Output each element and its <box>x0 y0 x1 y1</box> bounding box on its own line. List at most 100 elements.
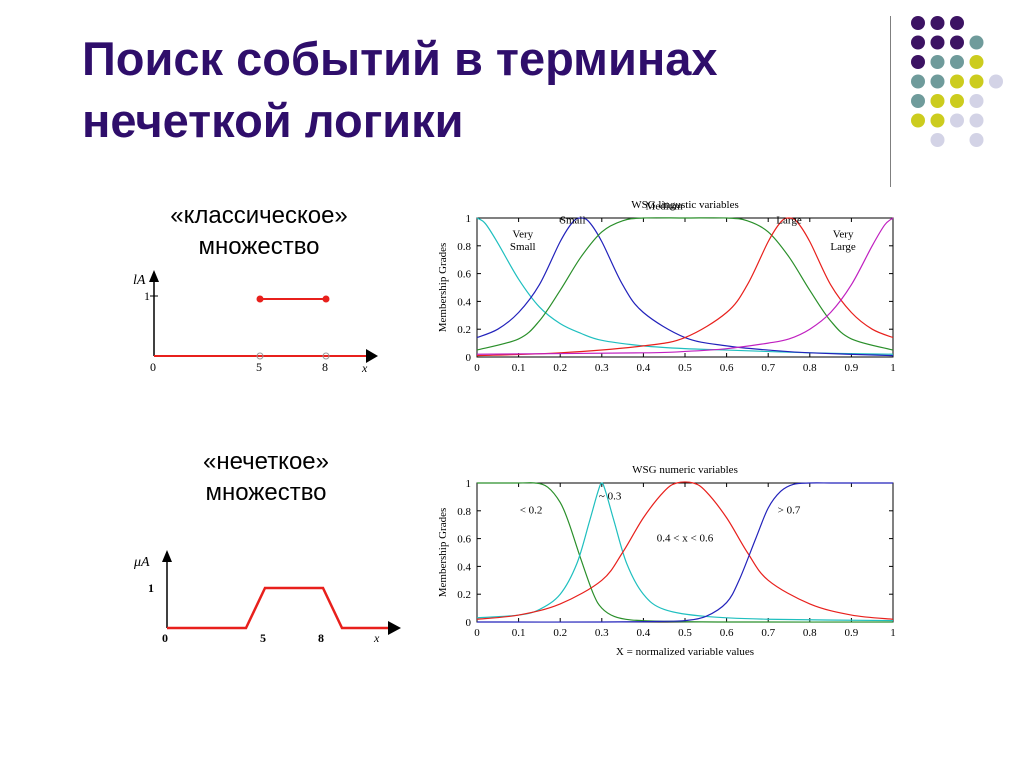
x-tick-label: 0.3 <box>595 627 609 639</box>
x-tick-label: 0.6 <box>720 362 734 374</box>
crisp-set-caption: «классическое» множество <box>139 200 379 262</box>
y-tick-label: 0.2 <box>457 589 471 601</box>
title-line-1: Поиск событий в терминах <box>82 32 718 85</box>
fuzzy-x-axis-label: x <box>373 631 380 645</box>
chart-annotation: Large <box>776 215 802 227</box>
y-axis-label: Membership Grades <box>437 243 449 333</box>
chart-annotation: Large <box>830 241 856 253</box>
decor-dot <box>950 16 964 30</box>
series-line-1 <box>476 482 894 622</box>
crisp-caption-line-2: множество <box>198 233 320 260</box>
x-tick-label: 1 <box>890 362 896 374</box>
x-tick-label: 0.1 <box>512 627 526 639</box>
decor-dot <box>911 94 925 108</box>
chart-annotation: Medium <box>646 201 684 213</box>
decor-dot <box>930 113 945 128</box>
y-tick-label: 0.6 <box>457 534 471 546</box>
decor-dot <box>930 35 945 50</box>
fuzzy-y-tick-1: 1 <box>148 581 154 595</box>
series-line-4 <box>476 217 894 355</box>
decor-dot <box>911 113 925 128</box>
chart-title: WSG numeric variables <box>632 464 738 476</box>
decorative-dot-grid <box>911 16 1003 147</box>
decor-dot <box>911 55 925 69</box>
crisp-x-tick-5: 5 <box>256 360 262 374</box>
crisp-caption-line-1: «классическое» <box>170 202 348 229</box>
y-tick-label: 1 <box>466 478 472 490</box>
crisp-y-arrow <box>149 270 159 282</box>
decor-dot <box>969 133 984 147</box>
series-line-3 <box>476 217 894 357</box>
chart-frame <box>476 482 894 623</box>
crisp-x-axis-label: x <box>361 361 368 375</box>
y-tick-label: 0.4 <box>457 296 471 308</box>
crisp-point-8 <box>322 295 330 303</box>
decor-dot <box>950 35 964 50</box>
decor-dot <box>930 133 945 147</box>
x-tick-label: 0.4 <box>637 627 651 639</box>
fuzzy-trapezoid <box>167 586 390 630</box>
y-tick-label: 0.2 <box>457 324 471 336</box>
x-tick-label: 0.6 <box>720 627 734 639</box>
x-tick-label: 0.5 <box>678 362 692 374</box>
chart-annotation: Very <box>512 228 533 240</box>
y-tick-label: 0.8 <box>457 506 471 518</box>
chart-annotation: < 0.2 <box>520 505 543 517</box>
decor-dot <box>930 74 945 89</box>
decor-dot <box>911 16 925 30</box>
x-tick-label: 0.9 <box>845 627 859 639</box>
fuzzy-x-tick-5: 5 <box>260 631 266 645</box>
fuzzy-x-tick-0: 0 <box>162 631 168 645</box>
title-divider <box>890 16 891 187</box>
fuzzy-set-caption: «нечеткое» множество <box>146 446 386 508</box>
crisp-x-tick-8: 8 <box>322 360 328 374</box>
decor-dot <box>911 74 925 89</box>
fuzzy-y-arrow <box>162 550 172 562</box>
chart-annotation: ~ 0.3 <box>599 491 622 503</box>
y-tick-label: 1 <box>466 213 472 225</box>
y-tick-label: 0.8 <box>457 241 471 253</box>
crisp-x-tick-0: 0 <box>150 360 156 374</box>
y-tick-label: 0.4 <box>457 561 471 573</box>
fuzzy-caption-line-1: «нечеткое» <box>202 448 329 475</box>
x-tick-label: 0.1 <box>512 362 526 374</box>
crisp-y-tick-1: 1 <box>144 289 150 303</box>
decor-dot <box>969 94 984 108</box>
decor-dot <box>930 94 945 108</box>
x-tick-label: 0.9 <box>845 362 859 374</box>
x-tick-label: 0.8 <box>803 627 817 639</box>
crisp-y-label: lA <box>133 273 146 288</box>
chart-annotation: Small <box>510 241 536 253</box>
chart-annotation: Small <box>560 215 586 227</box>
series-line-2 <box>476 481 894 620</box>
fuzzy-x-tick-8: 8 <box>318 631 324 645</box>
fuzzy-y-label: μA <box>133 555 150 570</box>
series-line-1 <box>476 217 894 357</box>
slide-title: Поиск событий в терминах нечеткой логики <box>82 28 862 152</box>
decor-dot <box>950 94 964 108</box>
decor-dot <box>911 35 925 50</box>
crisp-open-point-5 <box>256 352 264 360</box>
fuzzy-x-arrow <box>388 621 401 635</box>
y-tick-label: 0 <box>466 617 472 629</box>
x-tick-label: 0.5 <box>678 627 692 639</box>
decor-dot <box>969 113 984 128</box>
crisp-point-5 <box>256 295 264 303</box>
y-tick-label: 0.6 <box>457 269 471 281</box>
decor-dot <box>969 74 984 89</box>
x-axis-label: X = normalized variable values <box>616 646 754 658</box>
y-tick-label: 0 <box>466 352 472 364</box>
x-tick-label: 0.8 <box>803 362 817 374</box>
decor-dot <box>950 55 964 69</box>
decor-dot <box>969 55 984 69</box>
x-tick-label: 0.2 <box>553 362 567 374</box>
fuzzy-caption-line-2: множество <box>205 479 327 506</box>
crisp-open-point-8 <box>322 352 330 360</box>
series-line-0 <box>476 217 894 355</box>
chart-title: WSG lingustic variables <box>631 199 739 211</box>
decor-dot <box>930 16 945 30</box>
chart-annotation: Very <box>833 228 854 240</box>
